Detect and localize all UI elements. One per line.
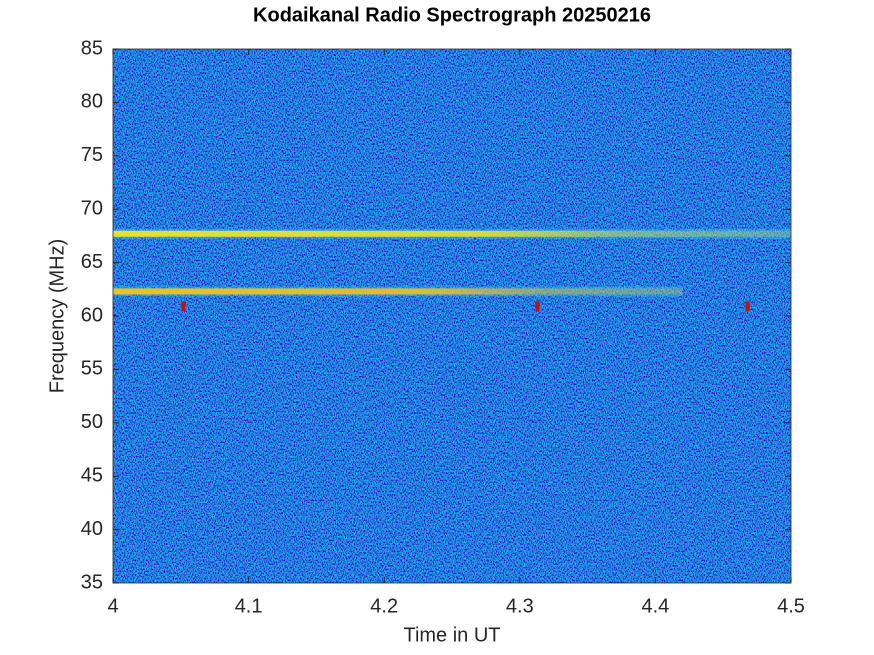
x-tick-label: 4.5: [777, 595, 805, 617]
y-tick-label: 60: [81, 304, 103, 326]
x-tick-label: 4.4: [641, 595, 669, 617]
x-axis-label: Time in UT: [403, 624, 500, 646]
burst: [535, 301, 540, 312]
y-tick-label: 65: [81, 251, 103, 273]
y-tick-label: 50: [81, 411, 103, 433]
y-tick-label: 40: [81, 518, 103, 540]
y-tick-label: 75: [81, 144, 103, 166]
x-tick-label: 4: [107, 595, 118, 617]
y-tick-label: 55: [81, 358, 103, 380]
y-axis-label: Frequency (MHz): [46, 239, 68, 393]
y-tick-label: 85: [81, 37, 103, 59]
y-tick-label: 70: [81, 197, 103, 219]
y-tick-label: 80: [81, 91, 103, 113]
emission-band: [113, 230, 791, 237]
x-tick-label: 4.3: [506, 595, 534, 617]
y-tick-label: 45: [81, 464, 103, 486]
emission-band: [113, 288, 683, 295]
x-tick-label: 4.1: [235, 595, 263, 617]
burst: [745, 301, 750, 312]
x-tick-label: 4.2: [370, 595, 398, 617]
burst: [181, 301, 186, 312]
chart-title: Kodaikanal Radio Spectrograph 20250216: [253, 4, 651, 26]
marks: [113, 228, 791, 312]
y-tick-label: 35: [81, 571, 103, 593]
noise-texture: [113, 49, 791, 583]
